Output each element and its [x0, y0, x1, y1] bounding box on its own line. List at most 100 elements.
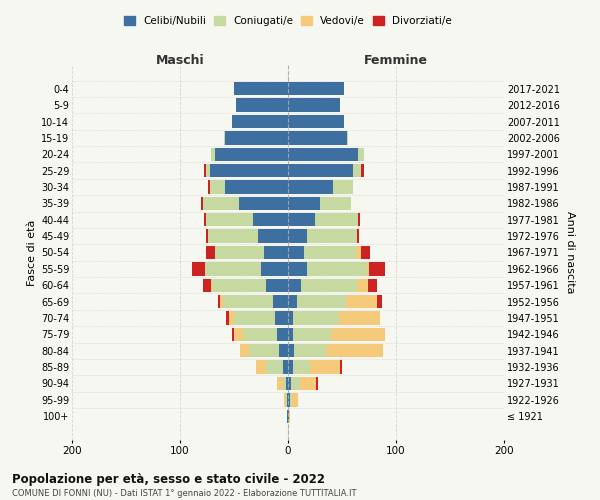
- Bar: [211, 148, 215, 161]
- Bar: [223, 295, 273, 308]
- Bar: [258, 230, 288, 243]
- Bar: [288, 180, 334, 194]
- Bar: [204, 213, 206, 226]
- Bar: [369, 262, 385, 276]
- Bar: [307, 230, 357, 243]
- Bar: [211, 278, 212, 292]
- Bar: [288, 246, 304, 259]
- Bar: [226, 312, 229, 324]
- Bar: [289, 410, 290, 423]
- Bar: [266, 278, 288, 292]
- Bar: [288, 262, 307, 276]
- Bar: [261, 262, 288, 276]
- Bar: [224, 131, 226, 144]
- Bar: [210, 164, 288, 177]
- Bar: [288, 98, 340, 112]
- Bar: [277, 377, 283, 390]
- Bar: [218, 295, 220, 308]
- Bar: [208, 180, 210, 194]
- Bar: [236, 98, 288, 112]
- Text: Femmine: Femmine: [364, 54, 428, 68]
- Bar: [277, 328, 288, 341]
- Bar: [266, 360, 283, 374]
- Bar: [291, 377, 300, 390]
- Bar: [212, 278, 266, 292]
- Bar: [288, 278, 301, 292]
- Bar: [273, 295, 288, 308]
- Bar: [264, 246, 288, 259]
- Bar: [226, 180, 288, 194]
- Bar: [234, 312, 275, 324]
- Bar: [293, 328, 331, 341]
- Bar: [293, 312, 339, 324]
- Bar: [229, 312, 234, 324]
- Bar: [295, 344, 327, 358]
- Bar: [340, 360, 342, 374]
- Bar: [288, 377, 291, 390]
- Bar: [234, 328, 242, 341]
- Bar: [292, 393, 298, 406]
- Bar: [283, 360, 288, 374]
- Bar: [234, 82, 288, 96]
- Bar: [288, 410, 289, 423]
- Bar: [288, 230, 307, 243]
- Bar: [288, 328, 293, 341]
- Bar: [339, 312, 380, 324]
- Bar: [256, 360, 266, 374]
- Legend: Celibi/Nubili, Coniugati/e, Vedovi/e, Divorziati/e: Celibi/Nubili, Coniugati/e, Vedovi/e, Di…: [122, 14, 454, 28]
- Bar: [253, 213, 288, 226]
- Bar: [301, 278, 357, 292]
- Bar: [288, 164, 353, 177]
- Bar: [304, 246, 356, 259]
- Bar: [208, 230, 258, 243]
- Bar: [353, 164, 361, 177]
- Text: COMUNE DI FONNI (NU) - Dati ISTAT 1° gennaio 2022 - Elaborazione TUTTITALIA.IT: COMUNE DI FONNI (NU) - Dati ISTAT 1° gen…: [12, 489, 356, 498]
- Bar: [347, 131, 349, 144]
- Bar: [220, 295, 223, 308]
- Bar: [205, 262, 261, 276]
- Bar: [346, 295, 377, 308]
- Bar: [206, 164, 210, 177]
- Bar: [287, 393, 288, 406]
- Bar: [200, 196, 203, 210]
- Bar: [288, 148, 358, 161]
- Bar: [206, 230, 208, 243]
- Bar: [320, 196, 350, 210]
- Bar: [206, 246, 215, 259]
- Bar: [358, 148, 364, 161]
- Text: Popolazione per età, sesso e stato civile - 2022: Popolazione per età, sesso e stato civil…: [12, 472, 325, 486]
- Bar: [290, 393, 292, 406]
- Bar: [293, 360, 310, 374]
- Bar: [307, 262, 367, 276]
- Bar: [239, 196, 288, 210]
- Bar: [203, 278, 211, 292]
- Bar: [287, 410, 288, 423]
- Bar: [288, 131, 347, 144]
- Bar: [288, 213, 315, 226]
- Bar: [249, 344, 280, 358]
- Bar: [300, 377, 316, 390]
- Bar: [334, 180, 353, 194]
- Bar: [204, 164, 206, 177]
- Bar: [288, 82, 344, 96]
- Bar: [275, 312, 288, 324]
- Bar: [284, 393, 286, 406]
- Y-axis label: Fasce di età: Fasce di età: [26, 220, 37, 286]
- Bar: [361, 246, 370, 259]
- Bar: [331, 328, 385, 341]
- Bar: [367, 262, 369, 276]
- Bar: [232, 115, 288, 128]
- Bar: [357, 278, 368, 292]
- Bar: [327, 344, 383, 358]
- Bar: [288, 393, 290, 406]
- Bar: [232, 328, 234, 341]
- Bar: [226, 131, 288, 144]
- Bar: [215, 148, 288, 161]
- Bar: [288, 312, 293, 324]
- Bar: [296, 295, 346, 308]
- Bar: [241, 344, 249, 358]
- Bar: [315, 213, 358, 226]
- Bar: [206, 213, 253, 226]
- Bar: [210, 180, 226, 194]
- Bar: [288, 196, 320, 210]
